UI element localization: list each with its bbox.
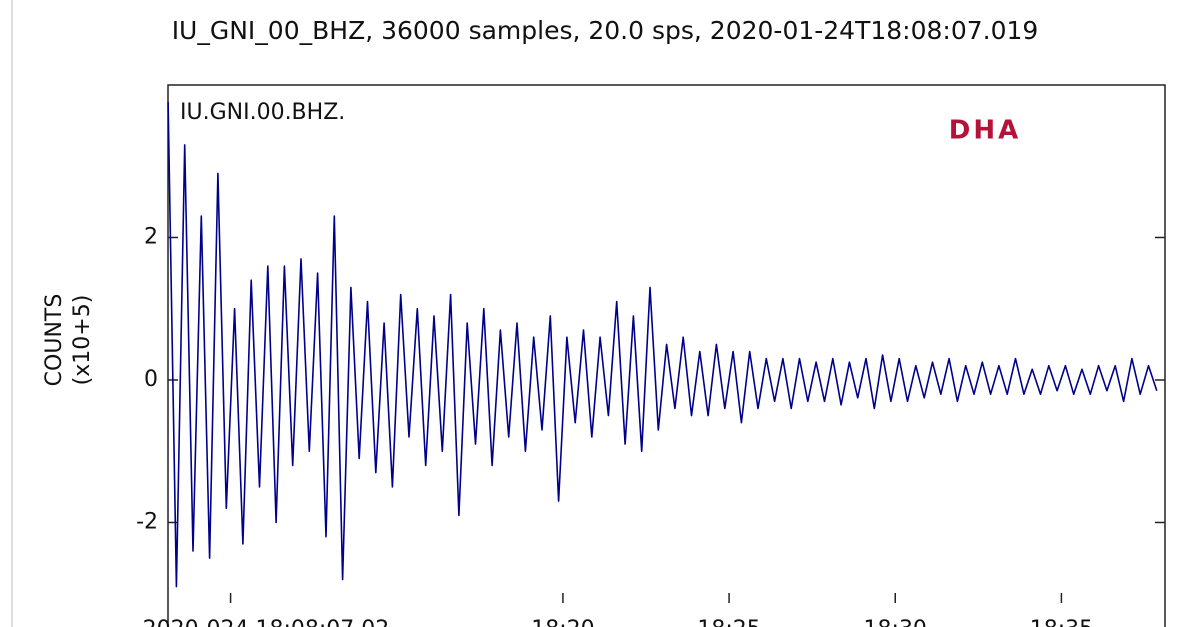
waveform bbox=[167, 102, 1158, 588]
x-tick-label: 2020-024 18:08:07.02 bbox=[143, 617, 390, 627]
plot-frame bbox=[167, 84, 1166, 627]
x-tick-label: 18:20 bbox=[531, 617, 594, 627]
chart-title: IU_GNI_00_BHZ, 36000 samples, 20.0 sps, … bbox=[172, 16, 1039, 45]
x-tick-label: 18:35 bbox=[1030, 617, 1093, 627]
y-tick-label: 0 bbox=[144, 367, 158, 392]
y-tick-label: -2 bbox=[136, 509, 158, 534]
station-label: IU.GNI.00.BHZ. bbox=[180, 100, 345, 125]
y-tick-label: 2 bbox=[144, 224, 158, 249]
watermark: DHA bbox=[949, 116, 1021, 146]
y-axis-label: COUNTS (x10+5) bbox=[42, 294, 95, 387]
y-label-line: (x10+5) bbox=[70, 295, 95, 386]
x-tick-label: 18:30 bbox=[864, 617, 927, 627]
x-tick-label: 18:25 bbox=[697, 617, 760, 627]
y-label-line: COUNTS bbox=[42, 294, 67, 387]
